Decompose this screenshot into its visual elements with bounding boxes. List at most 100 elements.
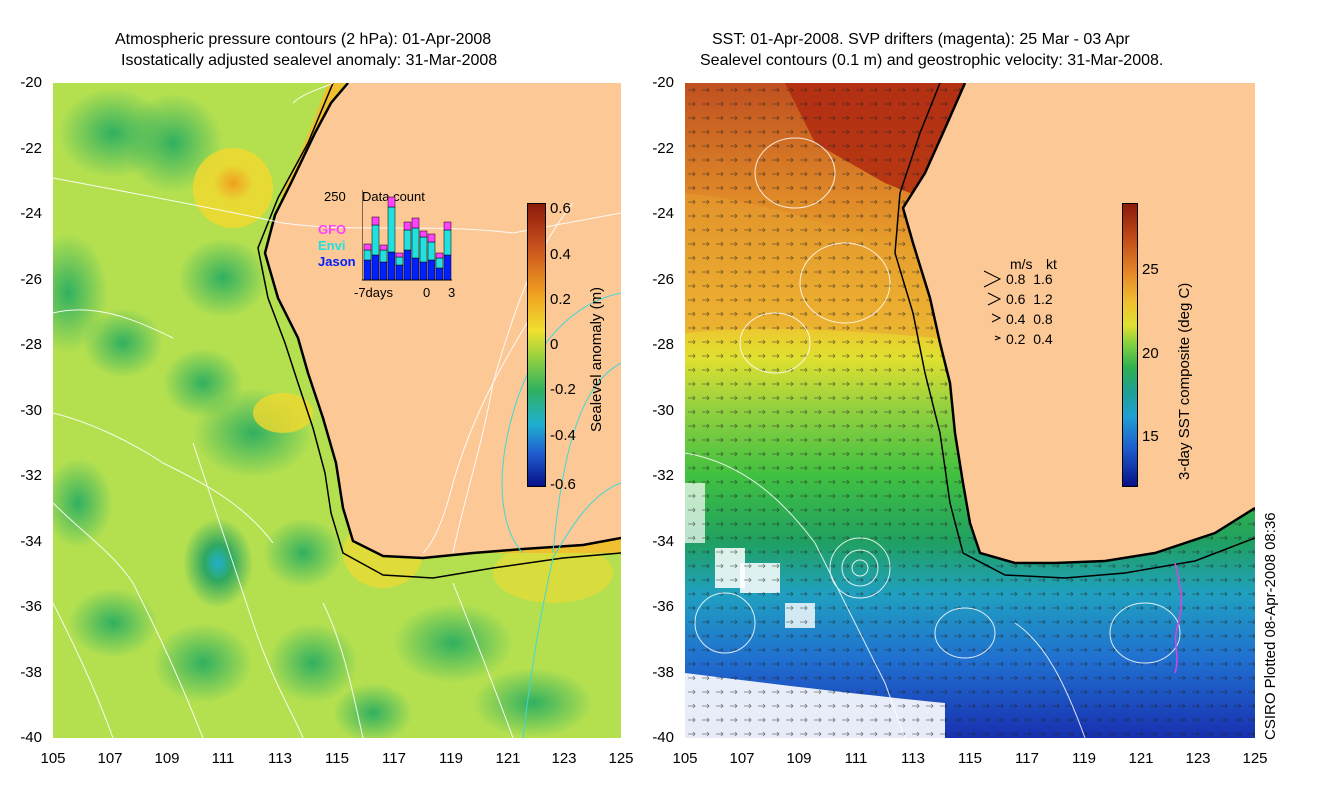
x-tick: 125 xyxy=(608,750,634,767)
velocity-legend-header-ms: m/s xyxy=(1010,256,1033,272)
velocity-ms: 0.2 xyxy=(1006,331,1026,347)
x-tick: 111 xyxy=(211,750,235,767)
histogram-bar xyxy=(363,243,372,251)
colorbar-tick: 0 xyxy=(550,336,559,353)
colorbar-tick: 15 xyxy=(1142,428,1159,445)
data-count-max-label: 250 xyxy=(324,189,346,204)
velocity-legend-header-kt: kt xyxy=(1046,256,1057,272)
sealevel-contour xyxy=(829,537,891,599)
histogram-bar xyxy=(379,249,388,263)
velocity-kt: 0.4 xyxy=(1033,331,1053,347)
anomaly-blob xyxy=(178,238,268,318)
x-tick: 123 xyxy=(1185,750,1211,767)
x-tick: 107 xyxy=(729,750,755,767)
anomaly-blob xyxy=(473,668,593,738)
histogram-bar xyxy=(395,252,404,258)
x-tick: 125 xyxy=(1242,750,1268,767)
histogram-bar xyxy=(403,249,412,281)
sealevel-contour xyxy=(841,549,879,587)
sealevel-contour xyxy=(754,137,836,209)
sealevel-contour xyxy=(1014,622,1086,738)
y-tick: -34 xyxy=(20,533,42,550)
histogram-bar xyxy=(427,233,436,243)
histogram-bar xyxy=(427,241,436,261)
y-tick: -40 xyxy=(652,729,674,746)
velocity-arrow-icons xyxy=(983,270,1002,341)
x-tick: 105 xyxy=(40,750,66,767)
histogram-bar xyxy=(411,227,420,259)
velocity-ms: 0.4 xyxy=(1006,311,1026,327)
anomaly-blob xyxy=(333,683,413,738)
legend-gfo: GFO xyxy=(318,222,347,237)
x-tick: 121 xyxy=(495,750,521,767)
anomaly-blob xyxy=(68,588,158,658)
x-tick: 117 xyxy=(1015,750,1039,767)
shelf-edge xyxy=(894,83,1255,579)
y-tick: -20 xyxy=(652,74,674,91)
right-title-line2: Sealevel contours (0.1 m) and geostrophi… xyxy=(700,52,1164,69)
pressure-contour xyxy=(422,312,534,554)
right-title-line1: SST: 01-Apr-2008. SVP drifters (magenta)… xyxy=(712,31,1130,48)
histogram-bar xyxy=(387,251,396,281)
x-tick: 119 xyxy=(1072,750,1096,767)
right-map xyxy=(685,83,1255,738)
pressure-contour xyxy=(292,83,334,104)
histogram-bar xyxy=(435,267,444,281)
coastline xyxy=(901,83,1255,565)
plot-credit: CSIRO Plotted 08-Apr-2008 08:36 xyxy=(1262,512,1279,740)
velocity-arrow-icon xyxy=(994,335,1002,341)
histogram-bar xyxy=(395,256,404,266)
y-tick: -24 xyxy=(20,205,42,222)
y-tick: -38 xyxy=(20,664,42,681)
colorbar-tick: 0.6 xyxy=(550,200,571,217)
sealevel-contour xyxy=(685,452,906,738)
histogram-bar xyxy=(419,236,428,263)
histogram-bar xyxy=(443,254,452,281)
histogram-bar xyxy=(411,217,420,229)
data-count-title: Data count xyxy=(362,189,425,204)
anomaly-blob xyxy=(263,518,343,588)
sealevel-contour xyxy=(694,592,756,654)
histogram-bar xyxy=(363,249,372,261)
sealevel-contour xyxy=(851,559,869,577)
pressure-contour-inland xyxy=(522,482,621,738)
y-tick: -24 xyxy=(652,205,674,222)
y-tick: -28 xyxy=(20,336,42,353)
colorbar-tick: -0.2 xyxy=(550,381,576,398)
legend-jason: Jason xyxy=(318,254,356,269)
anomaly-blob xyxy=(53,458,113,548)
anomaly-blob xyxy=(183,518,253,608)
histogram-bar xyxy=(371,216,380,226)
histogram-bar xyxy=(419,261,428,281)
pressure-contour xyxy=(53,602,114,738)
velocity-ms: 0.8 xyxy=(1006,271,1026,287)
velocity-arrow-icon xyxy=(991,313,1002,323)
y-tick: -38 xyxy=(652,664,674,681)
pressure-contour xyxy=(192,442,304,738)
pressure-contour xyxy=(53,502,204,738)
x-tick: 105 xyxy=(672,750,698,767)
right-colorbar xyxy=(1122,203,1138,487)
data-count-xlabel-end: 3 xyxy=(448,285,456,300)
x-tick: 107 xyxy=(97,750,123,767)
histogram-bar xyxy=(403,221,412,231)
pressure-contour xyxy=(53,412,274,544)
histogram-bar xyxy=(427,259,436,281)
data-count-xlabel-start: -7days xyxy=(354,285,394,300)
velocity-legend-row: 0.8 1.6 xyxy=(1006,271,1053,287)
histogram-bar xyxy=(435,257,444,269)
velocity-legend-row: 0.2 0.4 xyxy=(1006,331,1053,347)
x-tick: 109 xyxy=(786,750,812,767)
legend-envi: Envi xyxy=(318,238,346,253)
x-tick: 115 xyxy=(325,750,349,767)
sealevel-contour xyxy=(739,312,811,374)
x-tick: 109 xyxy=(154,750,180,767)
histogram-bar xyxy=(387,206,396,253)
pressure-contour xyxy=(322,602,364,738)
colorbar-label: 3-day SST composite (deg C) xyxy=(1176,282,1193,480)
histogram-bar xyxy=(435,252,444,259)
y-tick: -26 xyxy=(20,271,42,288)
velocity-arrow-icon xyxy=(983,270,1002,288)
data-count-histogram xyxy=(362,190,452,281)
y-tick: -28 xyxy=(652,336,674,353)
